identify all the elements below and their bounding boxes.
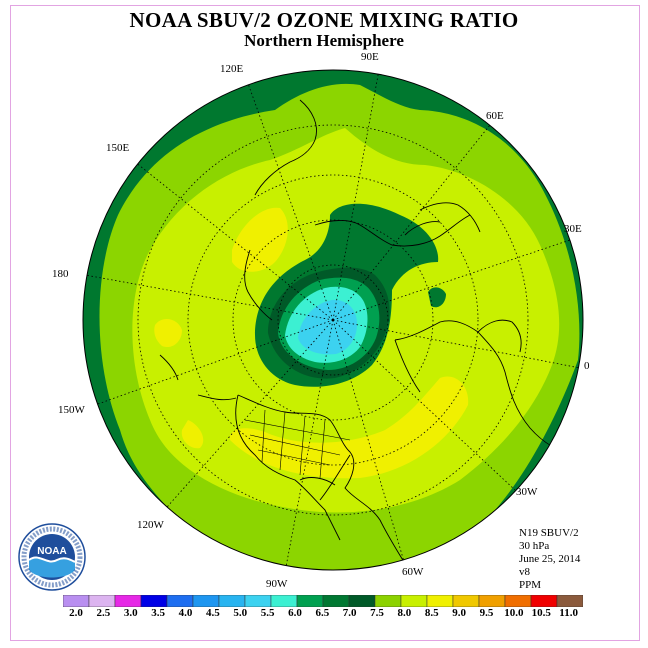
colorbar-tick-label: 8.0 [397,607,412,619]
colorbar-swatch [88,595,116,607]
colorbar-swatch [530,595,558,607]
colorbar-swatch [270,595,298,607]
colorbar-tick-label: 7.0 [342,607,357,619]
info-date: June 25, 2014 [519,553,581,565]
colorbar-swatch [322,595,350,607]
colorbar-tick-label: 11.0 [559,607,578,619]
contour-band-8-5-a [229,376,469,479]
lon-label-120w: 120W [137,519,164,531]
colorbar-swatch [374,595,402,607]
plot-frame [10,5,640,641]
contour-band-8-5-d [181,420,204,449]
colorbar-tick-label: 10.0 [504,607,524,619]
colorbar-swatch [478,595,506,607]
lon-label-0: 0 [584,360,590,372]
colorbar-tick-label: 5.0 [233,607,248,619]
colorbar-swatch [244,595,272,607]
lon-label-60w: 60W [402,566,424,578]
colorbar-labels: 2.0 2.5 3.0 3.5 4.0 4.5 5.0 5.5 6.0 6.5 7.0 7.5 8.0 8… [0,607,648,621]
colorbar-swatch [166,595,194,607]
colorbar-swatch [556,595,583,607]
colorbar-tick-label: 3.0 [123,607,138,619]
graticule [84,70,581,570]
colorbar-tick-label: 6.5 [315,607,330,619]
svg-text:NOAA: NOAA [37,546,66,557]
colorbar-tick-label: 5.5 [260,607,275,619]
colorbar-tick-label: 10.5 [531,607,551,619]
map-title: NOAA SBUV/2 OZONE MIXING RATIO [129,8,519,32]
colorbar-swatch [218,595,246,607]
colorbar-tick-label: 3.5 [151,607,165,619]
colorbar-swatch [114,595,142,607]
colorbar-tick-label: 9.5 [479,607,494,619]
coastlines [159,99,576,570]
contour-band-5-0 [298,299,358,355]
colorbar-tick-label: 8.5 [424,607,439,619]
info-version: v8 [519,566,530,578]
lon-label-30w: 30W [516,486,538,498]
lon-label-90w: 90W [266,578,288,590]
colorbar-swatch [140,595,168,607]
colorbar-tick-label: 7.5 [370,607,384,619]
lon-label-30e: 30E [564,223,582,235]
lon-label-90e: 90E [361,51,379,63]
colorbar-tick-label: 9.0 [452,607,467,619]
colorbar-swatch [348,595,376,607]
map-outline [82,69,584,571]
colorbar-swatch [63,595,90,607]
colorbar-swatch [400,595,428,607]
contour-band-8-5-c [154,318,182,348]
lon-label-60e: 60E [486,110,504,122]
state-boundaries [244,409,351,479]
lon-label-120e: 120E [220,63,244,75]
lon-label-150e: 150E [106,142,130,154]
colorbar-tick-label: 4.5 [205,607,220,619]
lon-label-180: 180 [52,268,69,280]
colorbar-swatch [452,595,480,607]
lon-label-150w: 150W [58,404,85,416]
colorbar-tick-label: 2.0 [69,607,83,619]
info-block: N19 SBUV/2 30 hPa June 25, 2014 v8 PPM [519,527,580,592]
colorbar-tick-label: 2.5 [96,607,111,619]
colorbar-swatch [192,595,220,607]
map-subtitle: Northern Hemisphere [244,31,404,50]
colorbar-swatch [426,595,454,607]
colorbar-swatch [296,595,324,607]
contour-band-8-5-b [232,207,288,272]
colorbar [63,595,583,607]
noaa-logo: NOAA [18,523,86,591]
info-units: PPM [519,579,542,591]
colorbar-tick-label: 4.0 [178,607,193,619]
info-level: 30 hPa [519,540,550,552]
colorbar-tick-label: 6.0 [288,607,302,619]
info-instrument: N19 SBUV/2 [519,527,579,539]
colorbar-swatch [504,595,532,607]
contour-band-7-0-islet [428,287,446,308]
